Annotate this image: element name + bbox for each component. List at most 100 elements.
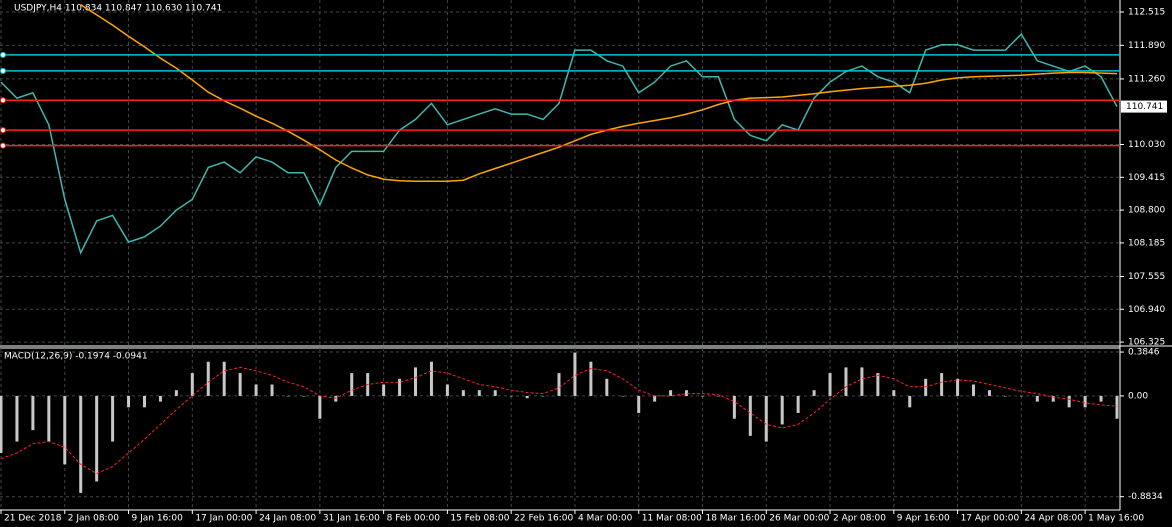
level-handle bbox=[0, 97, 6, 104]
histogram-bar bbox=[1019, 395, 1023, 397]
histogram-bar bbox=[79, 395, 83, 493]
y-tick-label: 110.030 bbox=[1128, 140, 1165, 150]
histogram-bar bbox=[142, 395, 146, 408]
y-tick-label: 0.00 bbox=[1128, 391, 1148, 401]
histogram-bar bbox=[605, 378, 609, 396]
histogram-bar bbox=[206, 361, 210, 396]
x-tick-label: 21 Dec 2018 bbox=[4, 514, 62, 524]
price-line bbox=[0, 32, 1118, 255]
y-tick-label: 111.890 bbox=[1128, 41, 1165, 51]
histogram-bar bbox=[1003, 395, 1007, 397]
x-tick-label: 18 Mar 16:00 bbox=[705, 514, 765, 524]
histogram-bar bbox=[525, 395, 529, 399]
histogram-bar bbox=[541, 395, 545, 397]
y-tick-label: -0.8834 bbox=[1128, 492, 1163, 502]
y-tick-label: 106.325 bbox=[1128, 338, 1165, 348]
histogram-bar bbox=[286, 395, 290, 397]
histogram-bar bbox=[190, 373, 194, 396]
y-tick-label: 108.185 bbox=[1128, 238, 1165, 248]
x-tick-label: 31 Jan 16:00 bbox=[323, 514, 380, 524]
histogram-bar bbox=[669, 390, 673, 396]
x-tick-label: 2 Apr 08:00 bbox=[833, 514, 886, 524]
x-tick-label: 11 Mar 08:00 bbox=[642, 514, 702, 524]
histogram-bar bbox=[844, 367, 848, 396]
histogram-bar bbox=[621, 395, 625, 397]
histogram-bar bbox=[1115, 395, 1119, 419]
histogram-bar bbox=[1067, 395, 1071, 408]
histogram-bar bbox=[1035, 395, 1039, 402]
histogram-bar bbox=[987, 390, 991, 396]
histogram-bar bbox=[956, 378, 960, 396]
histogram-bar bbox=[860, 367, 864, 396]
x-tick-label: 24 Apr 08:00 bbox=[1024, 514, 1083, 524]
last-price-box bbox=[1121, 100, 1167, 113]
histogram-bar bbox=[31, 395, 35, 431]
level-handle bbox=[0, 127, 6, 134]
histogram-bar bbox=[127, 395, 131, 408]
histogram-bar bbox=[350, 373, 354, 396]
histogram-bar bbox=[908, 395, 912, 408]
histogram-bar bbox=[302, 395, 306, 397]
y-tick-label: 112.515 bbox=[1128, 7, 1165, 17]
histogram-bar bbox=[270, 384, 274, 396]
x-tick-label: 2 Jan 08:00 bbox=[68, 514, 120, 524]
histogram-bar bbox=[732, 395, 736, 419]
y-tick-label: 111.260 bbox=[1128, 74, 1165, 84]
x-tick-label: 17 Apr 00:00 bbox=[961, 514, 1020, 524]
histogram-bar bbox=[637, 395, 641, 414]
x-tick-label: 1 May 16:00 bbox=[1088, 514, 1144, 524]
level-handle bbox=[0, 67, 6, 74]
histogram-bar bbox=[0, 395, 3, 453]
histogram-bar bbox=[238, 373, 242, 396]
histogram-bar bbox=[876, 373, 880, 396]
histogram-bar bbox=[318, 395, 322, 419]
histogram-bar bbox=[796, 395, 800, 414]
histogram-bar bbox=[158, 395, 162, 402]
histogram-bar bbox=[589, 361, 593, 396]
chart-title: USDJPY,H4 110.834 110.847 110.630 110.74… bbox=[14, 4, 222, 14]
indicator-title: MACD(12,26,9) -0.1974 -0.0941 bbox=[4, 352, 148, 362]
histogram-bar bbox=[445, 384, 449, 396]
histogram-bar bbox=[334, 395, 338, 402]
x-tick-label: 9 Jan 16:00 bbox=[132, 514, 184, 524]
histogram-bar bbox=[685, 390, 689, 396]
histogram-bar bbox=[700, 395, 704, 397]
x-tick-label: 4 Mar 00:00 bbox=[578, 514, 633, 524]
histogram-bar bbox=[1099, 395, 1103, 402]
histogram-bar bbox=[111, 395, 115, 442]
y-tick-label: 108.800 bbox=[1128, 206, 1165, 216]
x-tick-label: 8 Feb 00:00 bbox=[387, 514, 441, 524]
y-tick-label: 106.940 bbox=[1128, 305, 1165, 315]
histogram-bar bbox=[414, 367, 418, 396]
last-price-label: 110.741 bbox=[1126, 102, 1163, 112]
histogram-bar bbox=[748, 395, 752, 436]
histogram-bar bbox=[493, 390, 497, 396]
signal-line bbox=[0, 366, 1118, 475]
histogram-bar bbox=[509, 395, 513, 397]
level-handle bbox=[0, 142, 6, 149]
histogram-bar bbox=[63, 395, 67, 465]
histogram-bar bbox=[398, 378, 402, 396]
histogram-bar bbox=[924, 378, 928, 396]
histogram-bar bbox=[47, 395, 51, 442]
histogram-bar bbox=[716, 395, 720, 397]
x-tick-label: 26 Mar 00:00 bbox=[769, 514, 829, 524]
histogram-bar bbox=[653, 395, 657, 402]
histogram-bar bbox=[174, 390, 178, 396]
level-handle bbox=[0, 51, 6, 58]
histogram-bar bbox=[254, 384, 258, 396]
y-tick-label: 107.555 bbox=[1128, 272, 1165, 282]
histogram-bar bbox=[828, 373, 832, 396]
x-tick-label: 22 Feb 16:00 bbox=[514, 514, 573, 524]
histogram-bar bbox=[15, 395, 19, 442]
histogram-bar bbox=[892, 390, 896, 396]
x-tick-label: 15 Feb 08:00 bbox=[450, 514, 509, 524]
moving-average bbox=[80, 4, 1118, 183]
histogram-bar bbox=[557, 373, 561, 396]
histogram-bar bbox=[222, 361, 226, 396]
histogram-bar bbox=[461, 390, 465, 396]
histogram-bar bbox=[780, 395, 784, 425]
